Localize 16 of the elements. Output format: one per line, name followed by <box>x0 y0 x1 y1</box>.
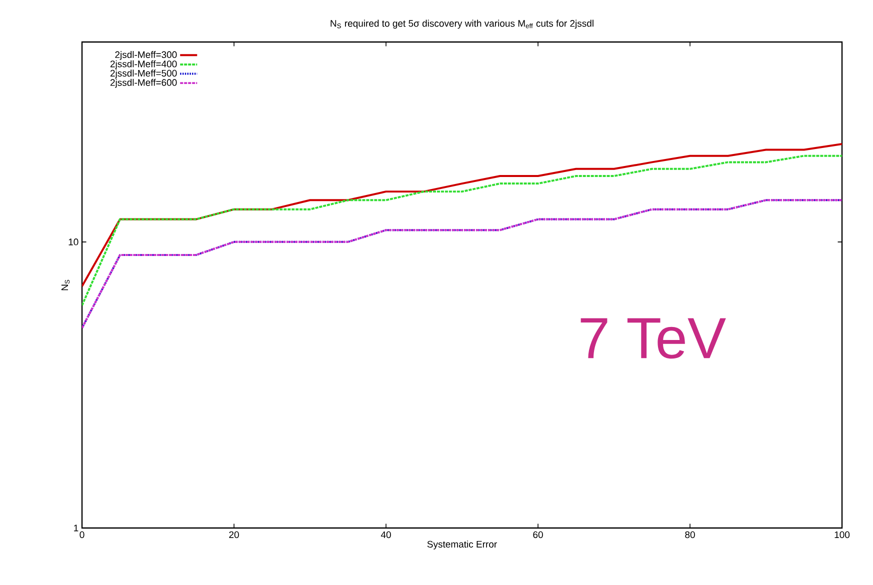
x-tick-label: 100 <box>834 531 850 538</box>
annotation: 7 TeV <box>580 318 726 359</box>
y-axis-title: N$_{S}$ <box>61 280 70 290</box>
y-tick-label: 1 <box>74 524 78 532</box>
legend-label: 2jssdl-Meff=400 <box>110 60 177 70</box>
x-axis-title: Systematic Error <box>427 540 497 550</box>
x-tick-label: 60 <box>533 531 543 538</box>
x-tick-label: 0 <box>80 531 84 538</box>
legend-label: 2jssdl-Meff=600 <box>110 78 177 88</box>
x-tick-label: 20 <box>229 531 239 538</box>
chart-title: N$_{S}$ required to get 5σ discovery with various M$_{eff}$ cuts for 2jssdl <box>330 20 594 29</box>
x-tick-label: 80 <box>685 531 695 538</box>
legend-label: 2jssdl-Meff=500 <box>110 70 177 78</box>
y-tick-label: 10 <box>68 238 78 246</box>
x-tick-label: 40 <box>380 531 391 538</box>
legend-label: 2jsdl-Meff=300 <box>115 51 177 60</box>
